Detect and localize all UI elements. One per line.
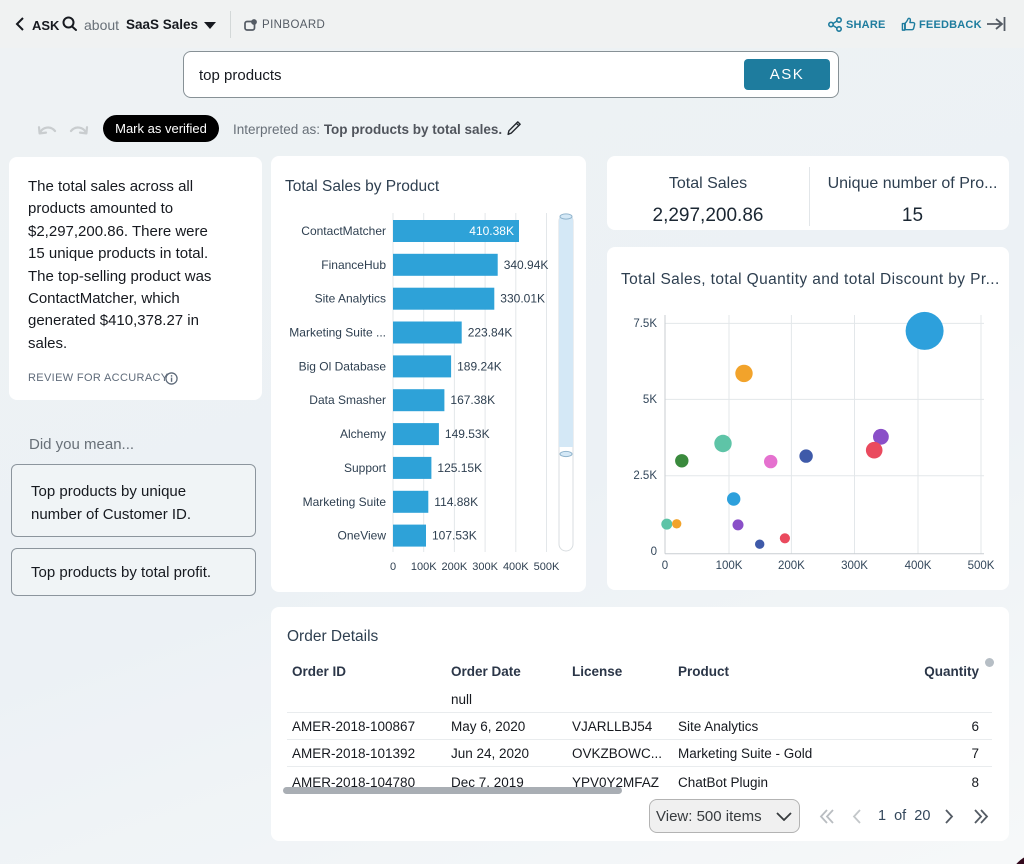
svg-text:Site Analytics: Site Analytics xyxy=(315,292,386,306)
svg-text:200K: 200K xyxy=(442,561,468,573)
svg-text:149.53K: 149.53K xyxy=(445,427,490,441)
svg-text:ContactMatcher: ContactMatcher xyxy=(301,224,386,238)
svg-text:114.88K: 114.88K xyxy=(434,495,478,509)
svg-text:200K: 200K xyxy=(778,560,805,572)
svg-text:2.5K: 2.5K xyxy=(633,470,657,482)
svg-text:Marketing Suite: Marketing Suite xyxy=(303,495,387,509)
svg-text:107.53K: 107.53K xyxy=(432,529,477,543)
svg-text:340.94K: 340.94K xyxy=(504,258,549,272)
svg-text:330.01K: 330.01K xyxy=(500,292,545,306)
svg-text:Marketing Suite ...: Marketing Suite ... xyxy=(289,326,386,340)
svg-text:400K: 400K xyxy=(503,561,529,573)
svg-text:0: 0 xyxy=(662,560,668,572)
svg-text:Support: Support xyxy=(344,461,387,475)
svg-text:189.24K: 189.24K xyxy=(457,359,502,373)
svg-text:223.84K: 223.84K xyxy=(468,326,513,340)
svg-text:300K: 300K xyxy=(841,560,868,572)
svg-text:100K: 100K xyxy=(716,560,743,572)
svg-text:Data Smasher: Data Smasher xyxy=(309,393,386,407)
svg-text:5K: 5K xyxy=(643,394,657,406)
svg-text:0: 0 xyxy=(390,561,396,573)
svg-text:OneView: OneView xyxy=(338,529,387,543)
svg-text:Alchemy: Alchemy xyxy=(340,427,386,441)
svg-text:167.38K: 167.38K xyxy=(450,393,495,407)
svg-text:FinanceHub: FinanceHub xyxy=(321,258,386,272)
svg-text:0: 0 xyxy=(651,546,657,558)
svg-text:410.38K: 410.38K xyxy=(469,224,514,238)
svg-text:500K: 500K xyxy=(534,561,560,573)
svg-text:Big Ol Database: Big Ol Database xyxy=(299,359,387,373)
svg-text:7.5K: 7.5K xyxy=(633,318,657,330)
svg-text:400K: 400K xyxy=(905,560,932,572)
svg-text:300K: 300K xyxy=(472,561,498,573)
svg-text:125.15K: 125.15K xyxy=(437,461,482,475)
svg-text:100K: 100K xyxy=(411,561,437,573)
svg-text:500K: 500K xyxy=(968,560,995,572)
